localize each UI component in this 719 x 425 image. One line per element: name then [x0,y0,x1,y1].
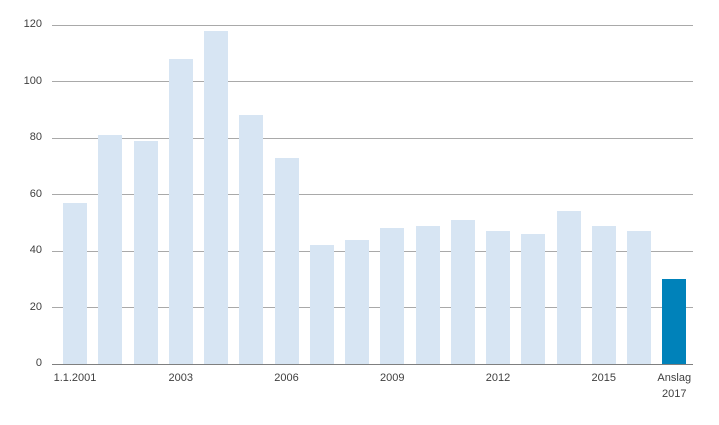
bar [98,135,123,364]
x-axis-tick-label: 2006 [274,372,299,384]
bar [133,140,158,364]
bar [309,245,334,364]
x-axis-line [52,363,693,365]
x-axis-tick-label: 1.1.2001 [53,372,97,384]
gridline [52,194,693,195]
bar [415,225,440,364]
gridline [52,24,693,26]
bar [274,157,299,364]
bar [627,231,651,364]
bar [521,234,546,364]
x-axis-tick-label: 2012 [485,372,511,384]
bar [239,115,264,364]
x-axis-tick-label: 2003 [168,372,193,384]
y-axis-tick-label: 20 [29,300,42,313]
gridline [52,81,693,82]
y-axis-tick-label: 100 [23,74,42,87]
bar [591,225,616,364]
y-axis-tick-label: 60 [29,187,42,200]
x-axis-tick-label: 2015 [591,372,616,384]
y-axis-tick-label: 40 [29,244,42,256]
x-axis-tick-label: Anslag 2017 [657,372,692,400]
bar [380,228,405,364]
bar [345,239,369,364]
bar-estimate [662,279,687,364]
x-axis-tick-label: 2009 [380,372,405,384]
gridline [52,250,693,252]
bar [556,211,581,364]
y-axis-tick-label: 0 [35,357,42,369]
bar [204,30,228,364]
bar [168,58,193,364]
gridline [52,307,693,308]
y-axis-tick-label: 80 [29,131,42,143]
gridline [52,137,693,139]
bar [486,231,510,364]
bar [63,202,87,364]
y-axis-tick-label: 120 [23,18,42,30]
bar [450,219,475,364]
